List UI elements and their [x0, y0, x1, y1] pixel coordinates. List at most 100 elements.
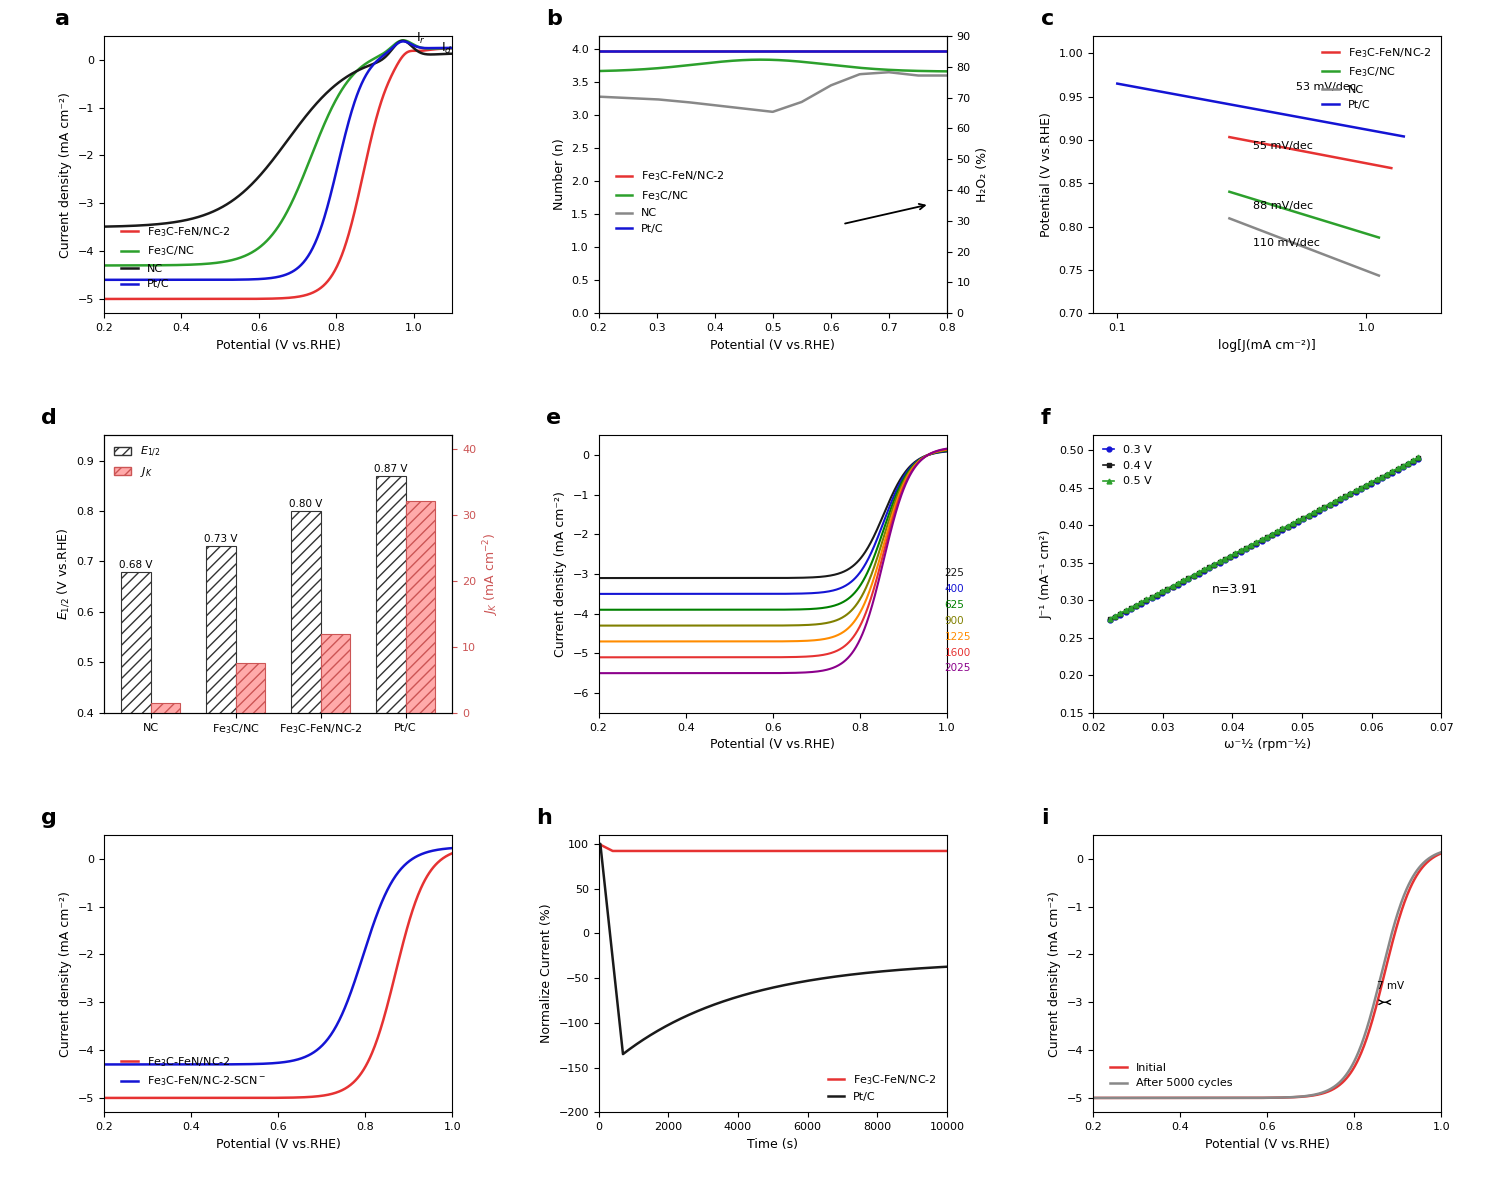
Legend: Fe$_3$C-FeN/NC-2, Fe$_3$C/NC, NC, Pt/C: Fe$_3$C-FeN/NC-2, Fe$_3$C/NC, NC, Pt/C: [116, 221, 235, 294]
Pt/C: [590, 837, 608, 852]
Fe$_3$C-FeN/NC-2: [380, 990, 398, 1005]
Bar: [321, 634, 351, 713]
0.4 V: [1410, 451, 1428, 465]
Fe$_3$C-FeN/NC-2: [435, 850, 453, 865]
X-axis label: Potential (V vs.RHE): Potential (V vs.RHE): [215, 1137, 340, 1151]
Initial: [1251, 1091, 1269, 1105]
Fe$_3$C-FeN/NC-2: [929, 844, 947, 859]
0.4 V: [1201, 560, 1219, 574]
Bar: [291, 511, 321, 915]
0.4 V: [1153, 585, 1171, 599]
0.3 V: [1153, 586, 1171, 600]
After 5000 cycles: [1251, 1091, 1269, 1105]
After 5000 cycles: [1370, 978, 1388, 993]
Pt/C: [614, 1046, 632, 1061]
0.3 V: [1205, 559, 1223, 573]
Line: Pt/C: Pt/C: [599, 844, 947, 1054]
Text: 0.87 V: 0.87 V: [374, 464, 407, 474]
0.3 V: [1294, 512, 1312, 526]
Text: 2025: 2025: [945, 664, 970, 673]
Text: 88 mV/dec: 88 mV/dec: [1253, 201, 1314, 212]
Fe$_3$C-FeN/NC-2-SCN$^-$: [95, 1057, 113, 1072]
Fe$_3$C-FeN/NC-2: [603, 844, 621, 859]
Legend: $E_{1/2}$, $J_K$: $E_{1/2}$, $J_K$: [110, 441, 165, 483]
Initial: [1250, 1091, 1268, 1105]
Line: After 5000 cycles: After 5000 cycles: [1094, 852, 1441, 1098]
Pt/C: [927, 960, 945, 975]
Fe$_3$C-FeN/NC-2: [608, 844, 626, 859]
0.3 V: [1101, 612, 1119, 627]
Text: c: c: [1040, 8, 1054, 29]
Legend: Initial, After 5000 cycles: Initial, After 5000 cycles: [1106, 1058, 1236, 1093]
Y-axis label: Current density (mA cm⁻²): Current density (mA cm⁻²): [1048, 891, 1061, 1056]
Initial: [1424, 850, 1441, 865]
Initial: [1370, 990, 1388, 1005]
Bar: [207, 547, 236, 915]
Fe$_3$C-FeN/NC-2-SCN$^-$: [260, 1056, 278, 1070]
After 5000 cycles: [1291, 1090, 1309, 1104]
Y-axis label: Normalize Current (%): Normalize Current (%): [539, 904, 553, 1043]
X-axis label: log[J(mA cm⁻²)]: log[J(mA cm⁻²)]: [1219, 338, 1317, 352]
Bar: [120, 572, 150, 915]
X-axis label: Potential (V vs.RHE): Potential (V vs.RHE): [1205, 1137, 1330, 1151]
Pt/C: [938, 959, 955, 974]
0.4 V: [1294, 511, 1312, 525]
Y-axis label: Current density (mA cm⁻²): Current density (mA cm⁻²): [59, 92, 73, 257]
Text: 53 mV/dec: 53 mV/dec: [1296, 83, 1355, 92]
Y-axis label: $E_{1/2}$ (V vs.RHE): $E_{1/2}$ (V vs.RHE): [55, 527, 71, 621]
Text: 225: 225: [945, 568, 964, 579]
0.5 V: [1205, 557, 1223, 572]
Text: 0.73 V: 0.73 V: [204, 535, 238, 544]
Text: b: b: [547, 8, 562, 29]
0.3 V: [1410, 452, 1428, 466]
Line: Fe$_3$C-FeN/NC-2: Fe$_3$C-FeN/NC-2: [104, 853, 452, 1098]
0.4 V: [1190, 566, 1208, 580]
Text: I$_d$: I$_d$: [441, 42, 452, 56]
Fe$_3$C-FeN/NC-2-SCN$^-$: [302, 1046, 319, 1061]
Bar: [406, 501, 435, 713]
0.3 V: [1201, 561, 1219, 575]
Y-axis label: J⁻¹ (mA⁻¹ cm²): J⁻¹ (mA⁻¹ cm²): [1040, 530, 1054, 618]
Legend: Fe$_3$C-FeN/NC-2, Fe$_3$C/NC, NC, Pt/C: Fe$_3$C-FeN/NC-2, Fe$_3$C/NC, NC, Pt/C: [1318, 42, 1435, 115]
Text: 625: 625: [945, 600, 964, 610]
Text: d: d: [42, 408, 56, 428]
0.5 V: [1190, 565, 1208, 579]
0.5 V: [1410, 451, 1428, 465]
Legend: Fe$_3$C-FeN/NC-2, Pt/C: Fe$_3$C-FeN/NC-2, Pt/C: [823, 1068, 941, 1106]
0.4 V: [1180, 572, 1198, 586]
Fe$_3$C-FeN/NC-2: [95, 1091, 113, 1105]
X-axis label: ω⁻½ (rpm⁻½): ω⁻½ (rpm⁻½): [1223, 738, 1311, 751]
Fe$_3$C-FeN/NC-2: [863, 844, 881, 859]
Text: 0.80 V: 0.80 V: [290, 499, 322, 509]
Fe$_3$C-FeN/NC-2: [260, 1091, 278, 1105]
Fe$_3$C-FeN/NC-2-SCN$^-$: [443, 841, 461, 855]
After 5000 cycles: [1085, 1091, 1103, 1105]
Initial: [1272, 1091, 1290, 1105]
X-axis label: Potential (V vs.RHE): Potential (V vs.RHE): [215, 338, 340, 352]
0.4 V: [1101, 612, 1119, 627]
Text: 55 mV/dec: 55 mV/dec: [1253, 141, 1312, 151]
0.5 V: [1294, 511, 1312, 525]
Y-axis label: Number (n): Number (n): [553, 139, 566, 210]
Fe$_3$C-FeN/NC-2: [263, 1091, 281, 1105]
Pt/C: [759, 982, 777, 996]
0.3 V: [1180, 572, 1198, 586]
Fe$_3$C-FeN/NC-2: [443, 846, 461, 860]
Bar: [150, 703, 180, 713]
Text: 7 mV: 7 mV: [1378, 981, 1404, 990]
Text: 900: 900: [945, 616, 964, 626]
Legend: 0.3 V, 0.4 V, 0.5 V: 0.3 V, 0.4 V, 0.5 V: [1098, 441, 1156, 490]
0.3 V: [1190, 567, 1208, 581]
Fe$_3$C-FeN/NC-2-SCN$^-$: [284, 1054, 302, 1068]
Fe$_3$C-FeN/NC-2: [759, 844, 777, 859]
Line: 0.4 V: 0.4 V: [1107, 456, 1421, 622]
Line: Fe$_3$C-FeN/NC-2: Fe$_3$C-FeN/NC-2: [599, 844, 947, 852]
Text: f: f: [1040, 408, 1051, 428]
Line: 0.5 V: 0.5 V: [1107, 454, 1421, 621]
Text: h: h: [536, 807, 551, 828]
Text: 400: 400: [945, 584, 964, 594]
Text: n=3.91: n=3.91: [1211, 582, 1257, 596]
Initial: [1291, 1090, 1309, 1104]
Pt/C: [608, 986, 626, 1000]
Fe$_3$C-FeN/NC-2-SCN$^-$: [380, 879, 398, 893]
